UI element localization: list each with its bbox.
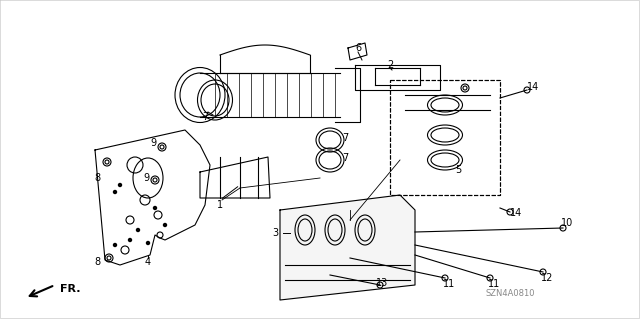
Text: FR.: FR.	[60, 284, 81, 294]
Text: 1: 1	[217, 200, 223, 210]
Text: SZN4A0810: SZN4A0810	[485, 288, 535, 298]
Circle shape	[113, 243, 116, 247]
Circle shape	[147, 241, 150, 244]
Text: 7: 7	[342, 133, 348, 143]
Text: 9: 9	[143, 173, 149, 183]
Text: 13: 13	[376, 278, 388, 288]
Text: 10: 10	[561, 218, 573, 228]
Text: 9: 9	[150, 138, 156, 148]
Text: 7: 7	[342, 153, 348, 163]
Text: 11: 11	[488, 279, 500, 289]
Polygon shape	[348, 43, 367, 60]
Circle shape	[113, 190, 116, 194]
Circle shape	[136, 228, 140, 232]
Circle shape	[129, 239, 131, 241]
Text: 7: 7	[202, 112, 208, 122]
Circle shape	[163, 224, 166, 226]
Text: 11: 11	[443, 279, 455, 289]
Polygon shape	[280, 195, 415, 300]
Text: 2: 2	[387, 60, 393, 70]
Text: 3: 3	[272, 228, 278, 238]
Circle shape	[118, 183, 122, 187]
Text: 14: 14	[510, 208, 522, 218]
Text: 8: 8	[94, 257, 100, 267]
Text: 14: 14	[527, 82, 539, 92]
Text: 8: 8	[94, 173, 100, 183]
Text: 5: 5	[455, 165, 461, 175]
Text: 6: 6	[355, 43, 361, 53]
Bar	[390, 80, 500, 195]
Circle shape	[154, 206, 157, 210]
Text: 12: 12	[541, 273, 553, 283]
Text: 4: 4	[145, 257, 151, 267]
